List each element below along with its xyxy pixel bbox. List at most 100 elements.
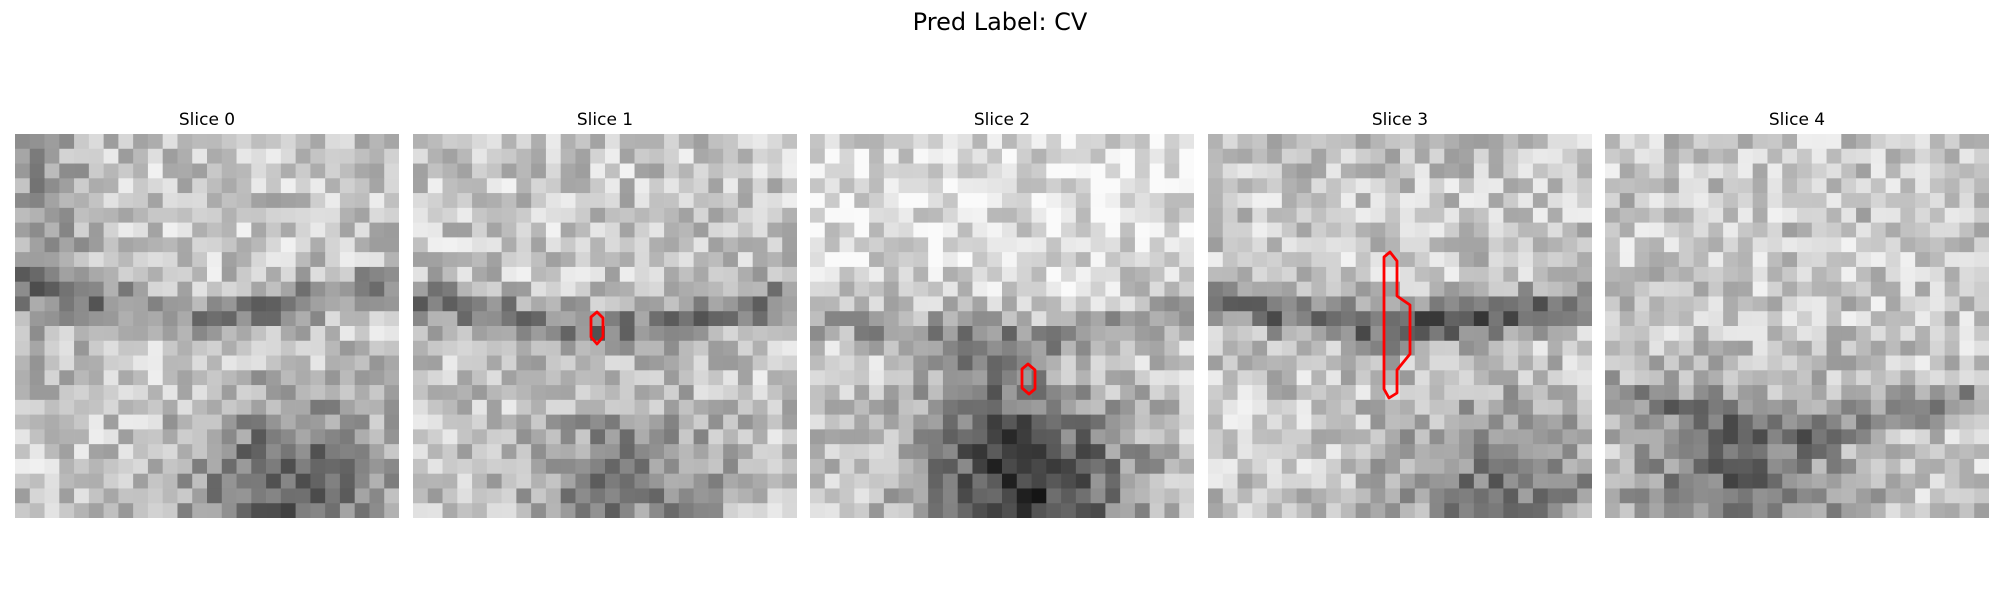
pixel-cell: [1619, 458, 1635, 475]
pixel-cell: [147, 311, 164, 327]
pixel-cell: [634, 340, 650, 356]
pixel-cell: [15, 340, 31, 356]
pixel-cell: [1400, 311, 1416, 327]
pixel-cell: [354, 503, 370, 518]
pixel-cell: [384, 399, 399, 415]
pixel-cell: [678, 178, 694, 194]
pixel-cell: [472, 281, 488, 297]
pixel-cell: [236, 148, 252, 164]
pixel-cell: [1782, 429, 1798, 445]
pixel-cell: [693, 193, 709, 209]
pixel-cell: [501, 458, 517, 475]
pixel-cell: [1518, 473, 1534, 489]
pixel-cell: [839, 385, 855, 401]
pixel-cell: [1634, 340, 1650, 356]
pixel-cell: [1944, 429, 1960, 445]
pixel-cell: [59, 266, 75, 283]
pixel-cell: [1002, 252, 1018, 268]
pixel-cell: [575, 207, 591, 223]
pixel-cell: [236, 178, 252, 194]
pixel-cell: [74, 458, 90, 475]
pixel-cell: [678, 193, 694, 209]
pixel-cell: [883, 266, 899, 283]
pixel-cell: [103, 222, 119, 238]
pixel-cell: [457, 207, 473, 223]
pixel-cell: [1723, 370, 1739, 386]
pixel-cell: [1664, 444, 1680, 460]
pixel-cell: [162, 207, 178, 223]
pixel-cell: [207, 178, 223, 194]
pixel-cell: [1075, 207, 1091, 223]
pixel-cell: [1090, 473, 1106, 489]
pixel-cell: [457, 148, 473, 164]
pixel-cell: [207, 311, 223, 327]
pixel-cell: [192, 355, 208, 371]
pixel-cell: [1075, 340, 1091, 356]
pixel-cell: [1267, 414, 1283, 430]
pixel-cell: [782, 399, 797, 415]
pixel-cell: [1237, 399, 1253, 415]
pixel-cell: [384, 296, 399, 312]
pixel-cell: [295, 296, 311, 312]
pixel-cell: [752, 296, 768, 312]
pixel-cell: [1782, 311, 1798, 327]
pixel-cell: [1459, 163, 1475, 179]
pixel-cell: [1134, 296, 1151, 312]
pixel-cell: [1061, 458, 1077, 475]
pixel-cell: [1164, 458, 1180, 475]
pixel-cell: [236, 414, 252, 430]
pixel-cell: [1547, 503, 1563, 518]
pixel-cell: [1518, 148, 1534, 164]
pixel-cell: [442, 148, 458, 164]
pixel-cell: [883, 178, 899, 194]
pixel-cell: [177, 237, 193, 253]
pixel-cell: [634, 488, 650, 504]
pixel-cell: [1678, 355, 1694, 371]
pixel-cell: [1678, 296, 1694, 312]
pixel-cell: [133, 458, 149, 475]
pixel-cell: [1782, 503, 1798, 518]
pixel-cell: [1605, 370, 1621, 386]
pixel-cell: [839, 148, 855, 164]
pixel-cell: [413, 281, 429, 297]
pixel-cell: [369, 429, 385, 445]
pixel-cell: [177, 163, 193, 179]
pixel-cell: [486, 178, 502, 194]
pixel-cell: [942, 370, 959, 386]
pixel-cell: [664, 355, 680, 371]
pixel-cell: [913, 148, 929, 164]
pixel-cell: [1340, 370, 1357, 386]
pixel-cell: [1237, 207, 1253, 223]
pixel-cell: [1503, 473, 1519, 489]
pixel-cell: [221, 207, 237, 223]
pixel-cell: [1105, 326, 1121, 342]
pixel-cell: [1856, 237, 1872, 253]
pixel-cell: [1090, 222, 1106, 238]
pixel-cell: [369, 385, 385, 401]
pixel-cell: [236, 222, 252, 238]
pixel-cell: [44, 355, 60, 371]
pixel-cell: [678, 414, 694, 430]
pixel-cell: [1664, 385, 1680, 401]
pixel-cell: [1090, 281, 1106, 297]
pixel-cell: [207, 340, 223, 356]
pixel-cell: [839, 237, 855, 253]
pixel-cell: [1016, 193, 1032, 209]
pixel-cell: [1075, 311, 1091, 327]
pixel-cell: [1267, 237, 1283, 253]
pixel-cell: [310, 266, 326, 283]
pixel-cell: [1222, 281, 1238, 297]
pixel-cell: [516, 178, 532, 194]
pixel-cell: [221, 326, 237, 342]
pixel-cell: [928, 207, 944, 223]
pixel-cell: [1959, 281, 1975, 297]
pixel-cell: [1605, 296, 1621, 312]
pixel-cell: [236, 473, 252, 489]
pixel-cell: [708, 355, 724, 371]
pixel-cell: [486, 340, 502, 356]
pixel-cell: [133, 134, 149, 150]
pixel-cell: [1488, 444, 1504, 460]
pixel-cell: [1708, 296, 1724, 312]
pixel-cell: [103, 266, 119, 283]
pixel-cell: [103, 458, 119, 475]
